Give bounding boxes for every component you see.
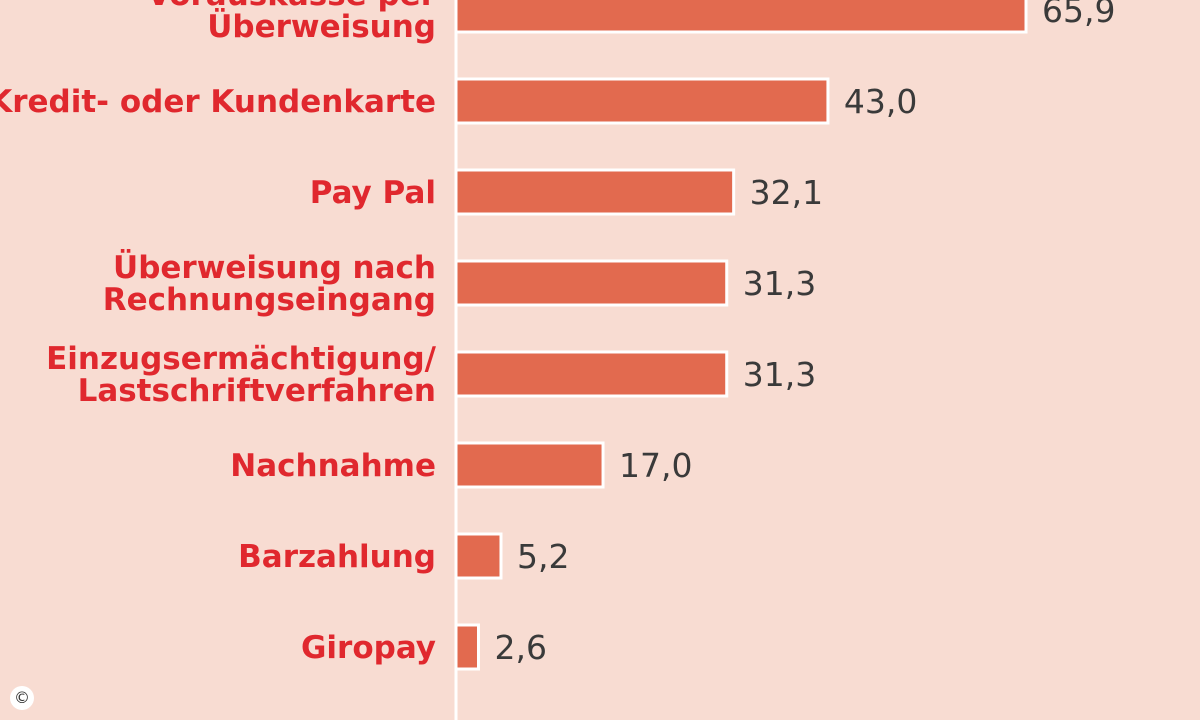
copyright-icon: © [10, 686, 34, 710]
value-label: 65,9 [1042, 0, 1115, 30]
value-label: 17,0 [619, 446, 692, 485]
bar [454, 0, 1028, 34]
value-label: 5,2 [517, 537, 569, 576]
category-label: Pay Pal [310, 175, 436, 211]
category-label: Kredit- oder Kundenkarte [0, 84, 436, 120]
bar [454, 77, 830, 125]
value-label: 31,3 [743, 355, 816, 394]
bar [454, 168, 736, 216]
value-label: 31,3 [743, 264, 816, 303]
bar [454, 623, 480, 671]
bar [454, 259, 729, 307]
category-label: Vorauskasse per [147, 0, 437, 13]
value-label: 43,0 [844, 82, 917, 121]
category-label: Lastschriftverfahren [78, 373, 436, 409]
category-label: Nachnahme [230, 448, 436, 484]
value-label: 2,6 [494, 628, 546, 667]
category-label: Rechnungseingang [103, 282, 436, 318]
value-label: 32,1 [750, 173, 823, 212]
category-label: Giropay [301, 630, 436, 666]
bar [454, 350, 729, 398]
category-label: Überweisung [207, 8, 436, 45]
bar [454, 532, 503, 580]
category-label: Barzahlung [238, 539, 436, 575]
category-label: Einzugsermächtigung/ [46, 341, 437, 377]
bar [454, 441, 605, 489]
category-label: Überweisung nach [113, 249, 436, 286]
